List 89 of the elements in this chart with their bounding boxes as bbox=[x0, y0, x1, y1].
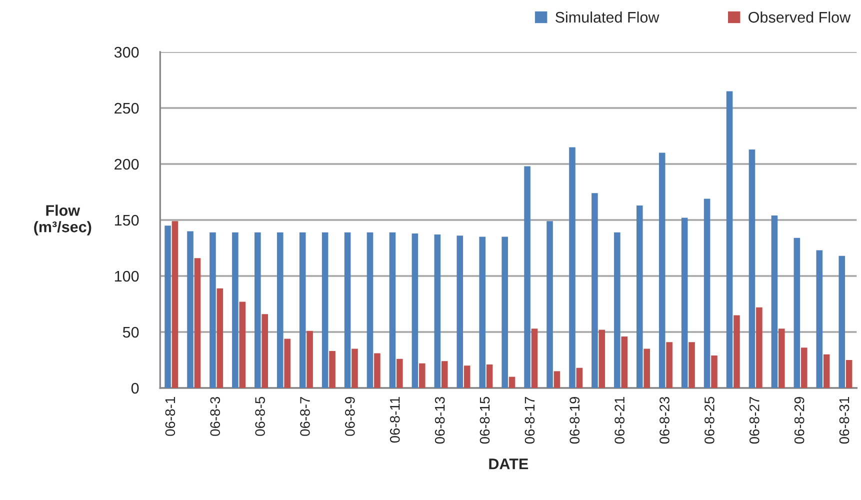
bar bbox=[486, 364, 493, 388]
bar bbox=[276, 232, 284, 388]
bar bbox=[734, 315, 740, 388]
x-tick-label: 06-8-3 bbox=[210, 396, 220, 436]
bar bbox=[554, 371, 560, 388]
x-tick-label: 06-8-23 bbox=[660, 396, 670, 444]
x-axis-title: DATE bbox=[489, 458, 528, 470]
x-tick-label: 06-8-29 bbox=[794, 396, 804, 444]
bar bbox=[614, 232, 620, 388]
x-tick-label: 06-8-19 bbox=[570, 396, 580, 444]
bar bbox=[569, 147, 576, 388]
bar bbox=[681, 218, 688, 388]
bar bbox=[800, 348, 808, 388]
bar bbox=[389, 232, 396, 388]
x-tick-label: 06-8-1 bbox=[165, 397, 176, 436]
y-tick-label: 100 bbox=[114, 270, 139, 282]
x-tick-label: 06-8-9 bbox=[345, 396, 355, 436]
x-tick-label: 06-8-13 bbox=[434, 396, 445, 444]
legend-label: Simulated Flow bbox=[556, 11, 660, 23]
bar bbox=[823, 354, 830, 388]
bar bbox=[621, 336, 628, 388]
bar bbox=[658, 152, 666, 388]
y-tick-label: 300 bbox=[114, 46, 139, 58]
bar bbox=[576, 368, 583, 388]
x-tick-label: 06-8-31 bbox=[839, 397, 850, 444]
bar bbox=[816, 250, 823, 388]
bar bbox=[598, 330, 606, 388]
bar bbox=[366, 232, 374, 388]
bar bbox=[636, 205, 643, 388]
bar bbox=[771, 216, 778, 388]
bar bbox=[164, 226, 171, 388]
bar bbox=[531, 328, 538, 388]
bar bbox=[846, 360, 852, 388]
y-tick-label: 0 bbox=[131, 382, 139, 394]
bar bbox=[412, 233, 418, 388]
bar bbox=[748, 149, 756, 388]
bar bbox=[688, 342, 695, 388]
bar bbox=[374, 353, 380, 388]
bar bbox=[666, 342, 672, 388]
bar bbox=[239, 302, 246, 388]
bar bbox=[464, 366, 470, 388]
bar bbox=[644, 348, 650, 388]
bar bbox=[232, 232, 238, 388]
bar bbox=[441, 361, 448, 388]
bar bbox=[726, 91, 733, 388]
bar bbox=[172, 221, 178, 388]
bar bbox=[838, 256, 846, 388]
legend-label: Observed Flow bbox=[748, 11, 851, 23]
bar bbox=[396, 358, 403, 388]
bar bbox=[711, 356, 718, 388]
bar bbox=[456, 236, 464, 388]
bar bbox=[778, 328, 785, 388]
x-tick-label: 06-8-7 bbox=[300, 397, 310, 436]
bar bbox=[434, 234, 441, 388]
x-tick-label: 06-8-21 bbox=[614, 397, 624, 444]
bar bbox=[210, 232, 216, 388]
bar bbox=[194, 258, 201, 388]
y-axis-title: Flow (m³/sec) bbox=[34, 204, 92, 236]
x-tick-label: 06-8-27 bbox=[749, 397, 760, 444]
bar bbox=[216, 288, 224, 388]
x-tick-label: 06-8-17 bbox=[524, 397, 535, 444]
y-tick-label: 50 bbox=[122, 326, 139, 338]
bar bbox=[262, 314, 268, 388]
bar bbox=[546, 221, 553, 388]
bar bbox=[418, 363, 426, 388]
x-tick-label: 06-8-25 bbox=[704, 396, 714, 444]
bar bbox=[254, 232, 261, 388]
bar bbox=[306, 330, 313, 388]
bar bbox=[508, 376, 516, 388]
y-tick-label: 250 bbox=[114, 102, 139, 114]
x-tick-label: 06-8-15 bbox=[480, 396, 490, 444]
bar bbox=[479, 236, 486, 388]
y-tick-label: 200 bbox=[114, 158, 139, 170]
bar bbox=[344, 232, 351, 388]
bar bbox=[187, 231, 194, 388]
bar bbox=[704, 198, 710, 388]
bar bbox=[794, 238, 800, 388]
bar bbox=[756, 307, 762, 388]
bar bbox=[322, 232, 328, 388]
bar bbox=[592, 193, 598, 388]
x-tick-label: 06-8-11 bbox=[390, 397, 400, 443]
bar bbox=[502, 236, 508, 388]
bar bbox=[299, 232, 306, 388]
bar bbox=[284, 338, 290, 388]
bar bbox=[329, 351, 336, 388]
x-tick-label: 06-8-5 bbox=[255, 396, 265, 436]
bar bbox=[352, 348, 358, 388]
bar bbox=[524, 166, 530, 388]
y-tick-label: 150 bbox=[114, 214, 139, 226]
